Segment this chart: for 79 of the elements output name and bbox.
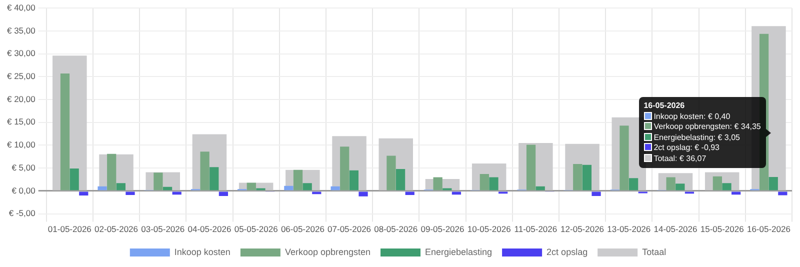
bar <box>768 177 778 190</box>
y-tick-label: € 0,00 <box>12 185 36 196</box>
legend-label: Totaal <box>642 246 666 257</box>
bar <box>358 192 368 196</box>
bar <box>628 178 638 190</box>
annotation: Verkoop opbrengsten: € 34,35 <box>654 122 761 132</box>
bar <box>218 192 228 196</box>
x-tick-label: 04-05-2026 <box>188 224 232 234</box>
x-tick-label: 12-05-2026 <box>560 224 604 234</box>
bar <box>573 164 582 190</box>
x-tick-label: 05-05-2026 <box>234 224 278 234</box>
x-tick-label: 15-05-2026 <box>700 224 744 234</box>
annotation: Inkoop kosten: € 0,40 <box>654 112 730 121</box>
bar <box>666 177 676 190</box>
x-tick-label: 16-05-2026 <box>746 224 791 234</box>
bar <box>70 168 79 190</box>
legend-label: Energiebelasting <box>425 246 492 257</box>
bar <box>386 156 396 190</box>
y-tick-label: € 25,00 <box>6 71 36 82</box>
y-tick-label: € 15,00 <box>6 116 36 127</box>
bar <box>79 192 88 196</box>
bar <box>722 183 732 190</box>
bar <box>489 177 498 190</box>
bar <box>330 186 340 190</box>
x-tick-label: 09-05-2026 <box>420 224 464 234</box>
bar <box>405 192 414 196</box>
x-tick-label: 02-05-2026 <box>94 224 138 234</box>
annotation: 2ct opslag: € -0,93 <box>654 143 720 152</box>
legend-label: 2ct opslag <box>546 246 588 257</box>
y-tick-label: € 10,00 <box>6 140 36 150</box>
bar <box>433 177 442 190</box>
bar <box>172 192 182 195</box>
bar <box>98 186 107 190</box>
bar <box>620 126 629 190</box>
bar <box>126 192 135 196</box>
annotation: Energiebelasting: € 3,05 <box>654 132 740 142</box>
bar <box>246 182 256 190</box>
x-tick-label: 10-05-2026 <box>467 224 512 234</box>
legend-label: Verkoop opbrengsten <box>284 246 371 257</box>
y-tick-label: € -5,00 <box>8 208 36 218</box>
annotation: Totaal: € 36,07 <box>654 154 706 163</box>
bar <box>312 192 322 194</box>
x-tick-label: 08-05-2026 <box>374 224 418 234</box>
bar <box>582 164 592 190</box>
bar <box>340 146 350 190</box>
x-tick-label: 01-05-2026 <box>48 224 92 234</box>
bar <box>107 154 116 190</box>
bar <box>712 176 722 190</box>
x-tick-label: 13-05-2026 <box>607 224 651 234</box>
bar <box>452 192 462 195</box>
bar <box>154 172 163 190</box>
x-tick-label: 11-05-2026 <box>514 224 558 234</box>
bar <box>284 186 294 190</box>
x-tick-label: 07-05-2026 <box>328 224 372 234</box>
y-tick-label: € 35,00 <box>6 25 36 36</box>
bar <box>302 183 312 190</box>
x-tick-label: 06-05-2026 <box>280 224 325 234</box>
bar <box>778 192 788 196</box>
bar <box>349 170 359 190</box>
bar <box>60 73 70 190</box>
x-tick-label: 14-05-2026 <box>654 224 698 234</box>
x-tick-label: 03-05-2026 <box>141 224 185 234</box>
bar <box>592 192 601 196</box>
y-tick-label: € 30,00 <box>6 48 36 58</box>
y-tick-label: € 5,00 <box>12 162 36 172</box>
bar <box>676 184 685 190</box>
bar <box>526 144 536 190</box>
bar <box>200 152 210 190</box>
y-tick-label: € 40,00 <box>6 2 36 12</box>
y-tick-label: € 20,00 <box>6 94 36 104</box>
bar <box>536 186 545 190</box>
bar <box>293 170 303 190</box>
bar <box>732 192 741 195</box>
legend-label: Inkoop kosten <box>174 246 230 257</box>
bar <box>210 167 219 190</box>
bar <box>116 183 126 190</box>
bar <box>396 169 406 190</box>
annotation: 16-05-2026 <box>644 101 685 110</box>
bar <box>480 174 489 190</box>
